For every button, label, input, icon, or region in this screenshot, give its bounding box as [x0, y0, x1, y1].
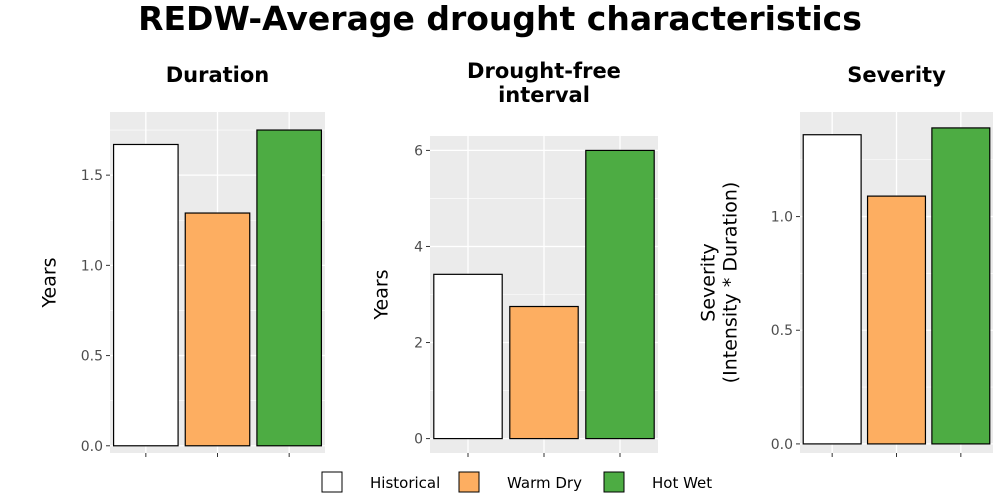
panel-title: Severity — [847, 63, 946, 87]
panel-title: interval — [498, 83, 590, 107]
panel-title: Duration — [166, 63, 270, 87]
y-tick-label: 0.0 — [771, 437, 793, 453]
bar-historical — [802, 134, 862, 445]
y-tick-label: 1.0 — [81, 258, 103, 274]
legend: Historical Warm Dry Hot Wet — [321, 471, 712, 493]
panel-1: 0.0 0.5 1.0 1.5 Duration Years — [39, 63, 325, 457]
figure-title: REDW-Average drought characteristics — [138, 0, 862, 38]
bar-warm-dry — [866, 195, 927, 445]
legend-swatch-historical — [321, 471, 343, 493]
panels: 0.0 0.5 1.0 1.5 Duration Years 0 2 4 6 Drought-fre… — [39, 59, 993, 457]
y-tick-label: 0.0 — [81, 439, 103, 455]
bar-hot-wet — [585, 149, 655, 440]
bar-hot-wet — [931, 127, 991, 445]
y-tick-label: 6 — [414, 143, 423, 159]
y-tick-label: 0 — [414, 432, 423, 448]
legend-swatch-hot-wet — [603, 471, 625, 493]
y-tick-label: 2 — [414, 336, 423, 352]
legend-label: Warm Dry — [507, 474, 582, 492]
legend-label: Historical — [370, 474, 440, 492]
y-tick-label: 4 — [414, 239, 423, 255]
bar-historical — [112, 143, 179, 447]
y-axis-label: Years — [371, 269, 393, 320]
bar-warm-dry — [184, 212, 251, 447]
bar-hot-wet — [256, 129, 323, 447]
legend-swatch-warm-dry — [458, 471, 480, 493]
y-axis-label: (Intensity * Duration) — [720, 182, 742, 384]
legend-label: Hot Wet — [652, 474, 712, 492]
y-tick-label: 1.5 — [81, 168, 103, 184]
y-tick-label: 0.5 — [771, 323, 793, 339]
y-tick-label: 1.0 — [771, 210, 793, 226]
y-axis-label: Years — [39, 257, 61, 308]
bar-warm-dry — [509, 305, 579, 440]
y-axis-label: Severity — [698, 243, 720, 321]
bar-historical — [433, 273, 503, 440]
panel-title: Drought-free — [467, 59, 621, 83]
y-tick-label: 0.5 — [81, 349, 103, 365]
